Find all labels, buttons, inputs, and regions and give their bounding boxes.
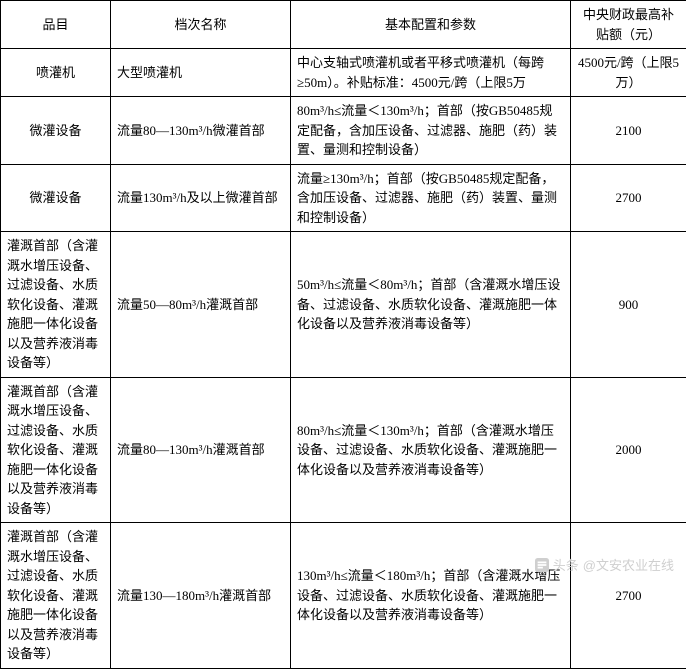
cell-item: 灌溉首部（含灌溉水增压设备、过滤设备、水质软化设备、灌溉施肥一体化设备以及营养液…: [1, 377, 111, 523]
cell-item: 喷灌机: [1, 49, 111, 97]
toutiao-icon: [535, 558, 549, 572]
cell-config: 80m³/h≤流量＜130m³/h；首部（含灌溉水增压设备、过滤设备、水质软化设…: [291, 377, 571, 523]
cell-tier: 流量50—80m³/h灌溉首部: [111, 232, 291, 378]
cell-subsidy: 4500元/跨（上限5万）: [571, 49, 686, 97]
table-row: 喷灌机 大型喷灌机 中心支轴式喷灌机或者平移式喷灌机（每跨≥50m）。补贴标准：…: [1, 49, 686, 97]
cell-tier: 大型喷灌机: [111, 49, 291, 97]
cell-config: 80m³/h≤流量＜130m³/h；首部（按GB50485规定配备，含加压设备、…: [291, 97, 571, 165]
watermark: 头条 @文安农业在线: [535, 555, 674, 574]
cell-item: 灌溉首部（含灌溉水增压设备、过滤设备、水质软化设备、灌溉施肥一体化设备以及营养液…: [1, 232, 111, 378]
cell-item: 微灌设备: [1, 97, 111, 165]
cell-tier: 流量80—130m³/h微灌首部: [111, 97, 291, 165]
watermark-source: 头条: [553, 555, 579, 574]
header-tier: 档次名称: [111, 1, 291, 49]
cell-subsidy: 2700: [571, 523, 686, 669]
table-row: 灌溉首部（含灌溉水增压设备、过滤设备、水质软化设备、灌溉施肥一体化设备以及营养液…: [1, 523, 686, 669]
header-config: 基本配置和参数: [291, 1, 571, 49]
cell-subsidy: 2700: [571, 164, 686, 232]
table-header-row: 品目 档次名称 基本配置和参数 中央财政最高补贴额（元）: [1, 1, 686, 49]
cell-tier: 流量80—130m³/h灌溉首部: [111, 377, 291, 523]
table-row: 灌溉首部（含灌溉水增压设备、过滤设备、水质软化设备、灌溉施肥一体化设备以及营养液…: [1, 377, 686, 523]
cell-item: 微灌设备: [1, 164, 111, 232]
table-row: 微灌设备 流量130m³/h及以上微灌首部 流量≥130m³/h；首部（按GB5…: [1, 164, 686, 232]
cell-config: 中心支轴式喷灌机或者平移式喷灌机（每跨≥50m）。补贴标准：4500元/跨（上限…: [291, 49, 571, 97]
table-body: 喷灌机 大型喷灌机 中心支轴式喷灌机或者平移式喷灌机（每跨≥50m）。补贴标准：…: [1, 49, 686, 669]
cell-subsidy: 900: [571, 232, 686, 378]
cell-tier: 流量130—180m³/h灌溉首部: [111, 523, 291, 669]
cell-tier: 流量130m³/h及以上微灌首部: [111, 164, 291, 232]
cell-item: 灌溉首部（含灌溉水增压设备、过滤设备、水质软化设备、灌溉施肥一体化设备以及营养液…: [1, 523, 111, 669]
cell-config: 流量≥130m³/h；首部（按GB50485规定配备，含加压设备、过滤器、施肥（…: [291, 164, 571, 232]
watermark-author: @文安农业在线: [583, 555, 674, 574]
cell-config: 50m³/h≤流量＜80m³/h；首部（含灌溉水增压设备、过滤设备、水质软化设备…: [291, 232, 571, 378]
cell-config: 130m³/h≤流量＜180m³/h；首部（含灌溉水增压设备、过滤设备、水质软化…: [291, 523, 571, 669]
cell-subsidy: 2000: [571, 377, 686, 523]
header-subsidy: 中央财政最高补贴额（元）: [571, 1, 686, 49]
table-row: 微灌设备 流量80—130m³/h微灌首部 80m³/h≤流量＜130m³/h；…: [1, 97, 686, 165]
header-item: 品目: [1, 1, 111, 49]
cell-subsidy: 2100: [571, 97, 686, 165]
table-row: 灌溉首部（含灌溉水增压设备、过滤设备、水质软化设备、灌溉施肥一体化设备以及营养液…: [1, 232, 686, 378]
